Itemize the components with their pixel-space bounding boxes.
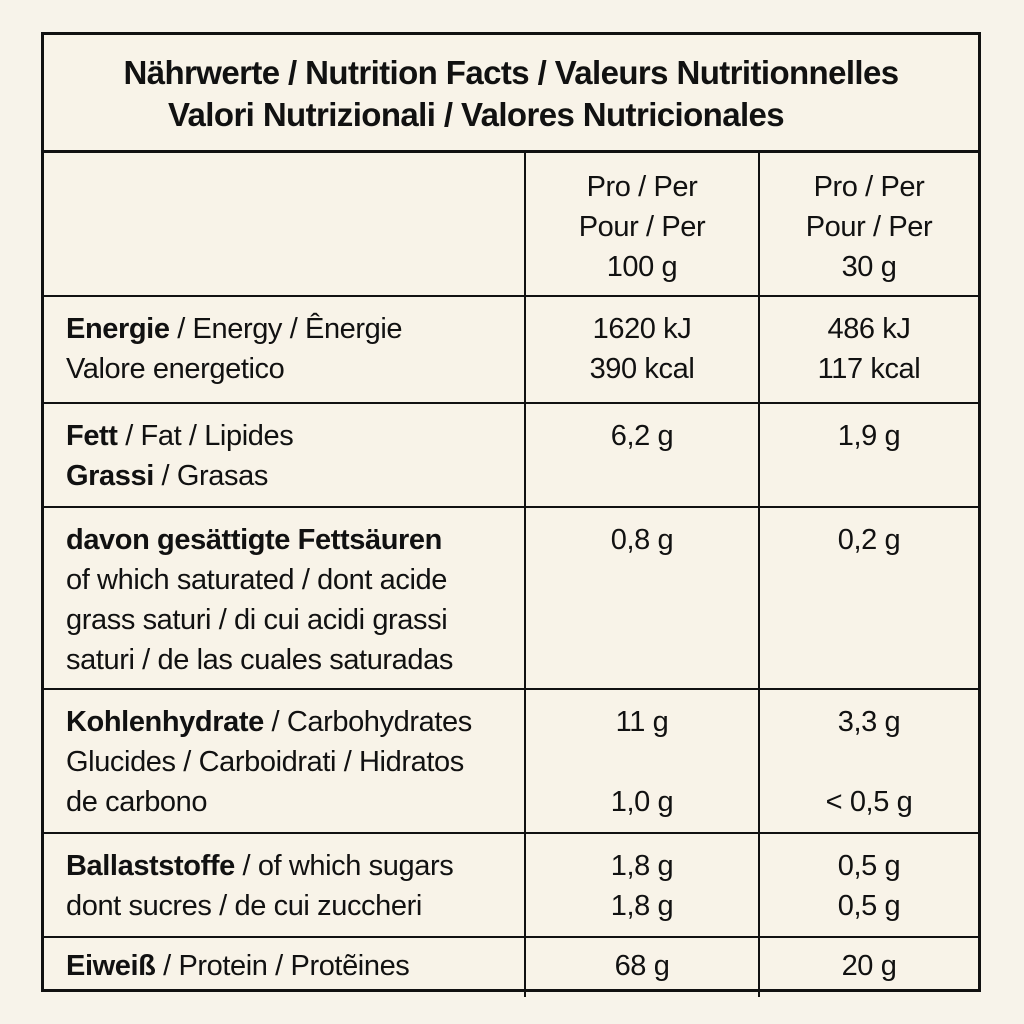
- nutrition-facts-panel: Nährwerte / Nutrition Facts / Valeurs Nu…: [41, 32, 981, 997]
- table-row: Ballaststoffe / of which sugars dont suc…: [44, 833, 978, 938]
- table-row: Eiweiß / Protein / Protẽines 68 g 20 g: [44, 937, 978, 997]
- saturated-per-100g: 0,8 g: [525, 507, 760, 690]
- saturated-per-30g: 0,2 g: [759, 507, 978, 690]
- saturated-fat-label: davon gesättigte Fettsäuren of which sat…: [44, 507, 526, 690]
- protein-per-30g: 20 g: [841, 950, 897, 982]
- protein-per-100g: 68 g: [525, 937, 760, 997]
- carbohydrates-per-30g: 3,3 g < 0,5 g: [759, 689, 978, 834]
- header-per-100g: Pro / Per Pour / Per 100 g: [525, 153, 760, 297]
- energy-per-30g: 486 kJ 117 kcal: [759, 296, 978, 404]
- fibre-label: Ballaststoffe / of which sugars dont suc…: [44, 833, 526, 938]
- fibre-per-30g: 0,5 g 0,5 g: [759, 833, 978, 938]
- protein-label: Eiweiß / Protein / Protẽines: [44, 937, 526, 997]
- table-title: Nährwerte / Nutrition Facts / Valeurs Nu…: [44, 35, 978, 153]
- table-row: davon gesättigte Fettsäuren of which sat…: [44, 507, 978, 690]
- table-row: Kohlenhydrate / Carbohydrates Glucides /…: [44, 689, 978, 834]
- title-line-1: Nährwerte / Nutrition Facts / Valeurs Nu…: [123, 54, 899, 91]
- header-row: Pro / Per Pour / Per 100 g Pro / Per Pou…: [44, 153, 978, 297]
- title-line-2: Valori Nutrizionali / Valores Nutriciona…: [167, 96, 785, 133]
- table-row: Fett / Fat / Lipides Grassi / Grasas 6,2…: [44, 403, 978, 508]
- header-per-30g: Pro / Per Pour / Per 30 g: [759, 153, 978, 297]
- carbohydrates-per-100g: 11 g 1,0 g: [525, 689, 760, 834]
- fat-per-100g: 6,2 g: [525, 403, 760, 508]
- header-empty-cell: [44, 153, 526, 297]
- fat-per-30g: 1,9 g: [759, 403, 978, 508]
- fat-label: Fett / Fat / Lipides Grassi / Grasas: [44, 403, 526, 508]
- nutrition-table: Pro / Per Pour / Per 100 g Pro / Per Pou…: [44, 153, 978, 997]
- table-row: Energie / Energy / Ênergie Valore energe…: [44, 296, 978, 404]
- energy-label: Energie / Energy / Ênergie Valore energe…: [44, 296, 526, 404]
- carbohydrates-label: Kohlenhydrate / Carbohydrates Glucides /…: [44, 689, 526, 834]
- fibre-per-100g: 1,8 g 1,8 g: [525, 833, 760, 938]
- energy-per-100g: 1620 kJ 390 kcal: [525, 296, 760, 404]
